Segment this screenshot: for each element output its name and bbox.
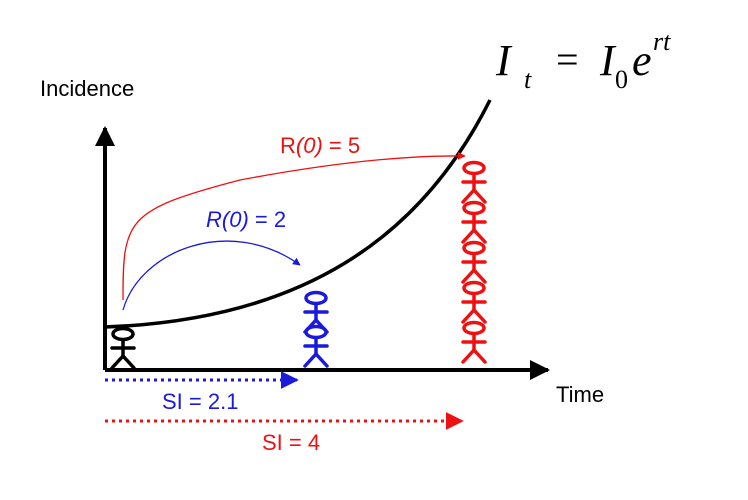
growth-formula: I t = I 0 e rt: [495, 27, 671, 94]
r0-red-prefix: R: [280, 133, 296, 158]
formula-rhs: I: [599, 36, 617, 85]
x-axis-label: Time: [556, 382, 604, 407]
r0-red-arrow: [122, 151, 466, 301]
formula-lhs: I: [495, 36, 513, 85]
si-blue-label: SI = 2.1: [162, 389, 238, 414]
r0-red-arg: (0): [296, 133, 323, 158]
formula-equals: =: [556, 37, 579, 82]
stick-figure-icon: [461, 240, 487, 284]
r0-blue-arg: (0): [222, 207, 249, 232]
si-red-label: SI = 4: [262, 430, 320, 455]
y-axis-label: Incidence: [40, 76, 134, 101]
stick-figure-icon: [461, 280, 487, 324]
stick-figure-icon: [461, 160, 487, 204]
formula-rhs-sub: 0: [615, 65, 628, 94]
formula-lhs-sub: t: [524, 65, 532, 94]
stick-figure-icon: [303, 324, 329, 368]
r0-blue-label: R(0) = 2: [206, 207, 286, 232]
r0-red-suffix: = 5: [323, 133, 360, 158]
stick-figure-icon: [461, 200, 487, 244]
r0-red-label: R(0) = 5: [280, 133, 360, 158]
stick-figure-icon: [461, 320, 487, 364]
stick-figure-icon: [110, 326, 136, 370]
formula-exponent: rt: [653, 27, 671, 56]
r0-blue-prefix: R: [206, 207, 222, 232]
r0-blue-arrow: [122, 240, 301, 311]
r0-blue-suffix: = 2: [249, 207, 286, 232]
formula-base: e: [632, 36, 652, 85]
